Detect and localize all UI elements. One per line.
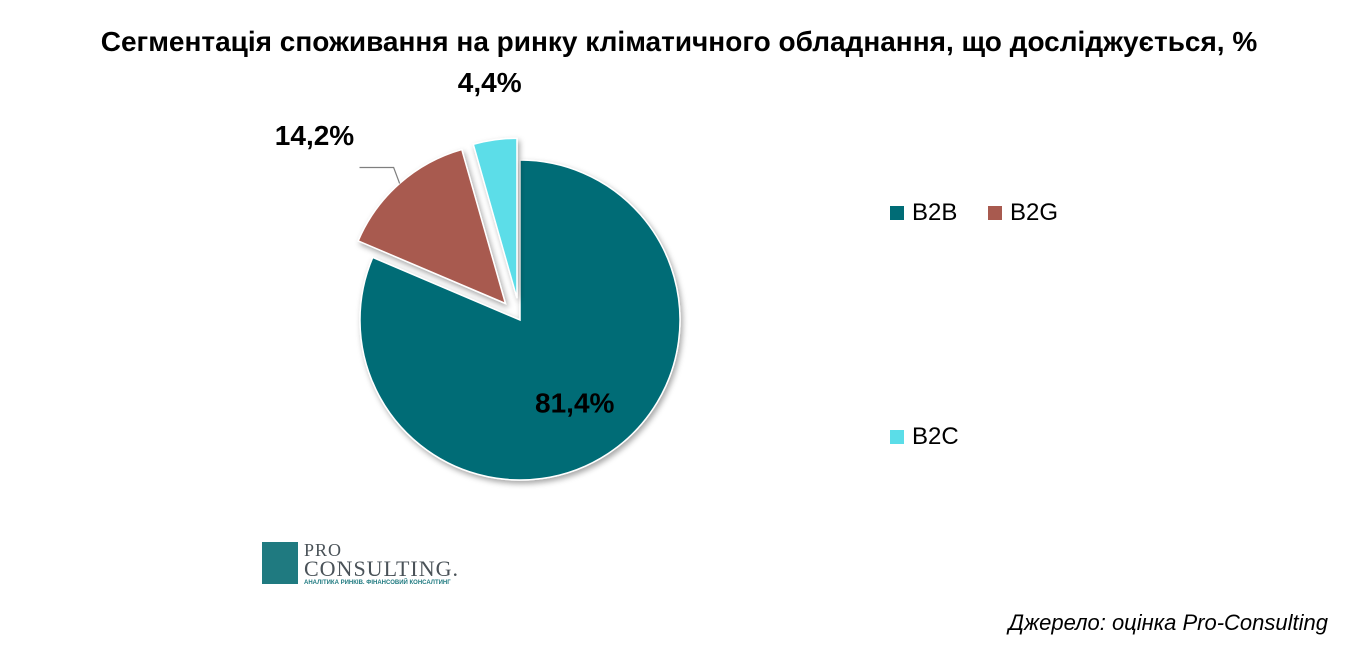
- logo-tagline: АНАЛІТИКА РИНКІВ. ФІНАНСОВИЙ КОНСАЛТИНГ: [304, 580, 451, 586]
- data-label-b2g: 14,2%: [275, 120, 354, 151]
- source-note: Джерело: оцінка Pro-Consulting: [1008, 610, 1328, 635]
- legend-label-b2g: B2G: [1010, 199, 1059, 226]
- legend-label-b2b: B2B: [912, 199, 958, 226]
- pie-slice-b2b: [359, 159, 681, 481]
- logo-consulting-text: CONSULTING.: [304, 556, 460, 581]
- pie-slice-b2c: [472, 137, 518, 299]
- legend-swatch-b2b: [890, 206, 904, 220]
- data-label-b2c: 4,4%: [458, 67, 522, 98]
- leader-line-b2g: [359, 166, 401, 184]
- data-label-b2b: 81,4%: [535, 388, 614, 419]
- logo-pro-text: PRO: [304, 540, 343, 560]
- horse-logo-icon: [262, 542, 298, 584]
- legend-item-b2b: B2B: [890, 198, 957, 228]
- legend-item-b2g: B2G: [988, 198, 1058, 228]
- chart-title: Сегментація споживання на ринку кліматич…: [100, 26, 1258, 57]
- legend-swatch-b2c: [890, 430, 904, 444]
- legend-item-b2c: B2C: [890, 422, 959, 452]
- legend-label-b2c: B2C: [912, 423, 959, 450]
- legend-swatch-b2g: [988, 206, 1002, 220]
- pro-consulting-logo: PRO CONSULTING. АНАЛІТИКА РИНКІВ. ФІНАНС…: [262, 540, 462, 588]
